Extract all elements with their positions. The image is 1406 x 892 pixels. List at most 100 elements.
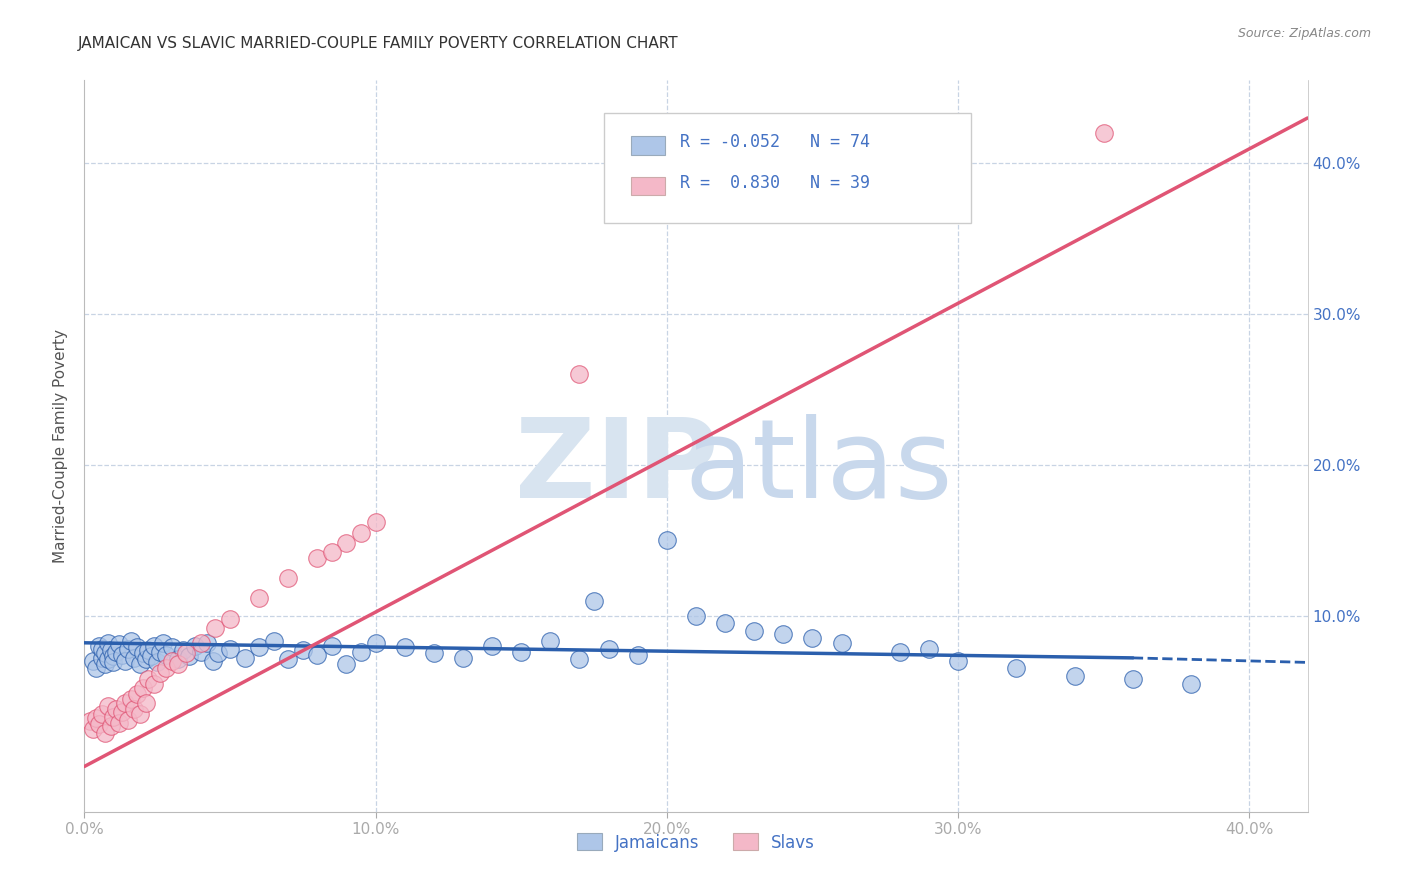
Point — [155, 661, 177, 675]
Point — [138, 672, 160, 686]
Point — [155, 648, 177, 662]
Point — [321, 545, 343, 559]
Point — [946, 654, 969, 668]
Point — [195, 636, 218, 650]
Point — [742, 624, 765, 638]
Point — [90, 641, 112, 656]
Bar — [631, 177, 665, 195]
Point — [204, 621, 226, 635]
Point — [108, 715, 131, 730]
Legend: Jamaicans, Slavs: Jamaicans, Slavs — [569, 827, 823, 858]
Point — [831, 636, 853, 650]
Point — [111, 705, 134, 719]
Point — [122, 651, 145, 665]
Point — [103, 656, 125, 670]
Point — [128, 706, 150, 721]
Point — [105, 645, 128, 659]
Point — [114, 654, 136, 668]
Point — [335, 536, 357, 550]
Point — [1005, 661, 1028, 675]
Point — [233, 651, 256, 665]
Point — [100, 719, 122, 733]
Point — [131, 646, 153, 660]
Point — [174, 646, 197, 660]
Point — [568, 368, 591, 382]
Point — [84, 661, 107, 675]
Point — [90, 651, 112, 665]
Point — [100, 643, 122, 657]
Point — [184, 639, 207, 653]
FancyBboxPatch shape — [605, 113, 972, 223]
Point — [120, 691, 142, 706]
Point — [105, 702, 128, 716]
Point — [172, 643, 194, 657]
Point — [1122, 672, 1144, 686]
Point — [160, 640, 183, 655]
Point — [247, 640, 270, 655]
Point — [135, 696, 157, 710]
Point — [219, 641, 242, 656]
Point — [138, 643, 160, 657]
Point — [364, 515, 387, 529]
Point — [510, 645, 533, 659]
Point — [335, 657, 357, 671]
Text: R =  0.830   N = 39: R = 0.830 N = 39 — [681, 174, 870, 192]
Point — [179, 649, 201, 664]
Point — [481, 639, 503, 653]
Point — [394, 640, 416, 655]
Point — [1180, 676, 1202, 690]
Point — [93, 657, 115, 671]
Point — [128, 657, 150, 671]
Text: atlas: atlas — [685, 415, 952, 522]
Point — [114, 696, 136, 710]
Point — [291, 643, 314, 657]
Text: Source: ZipAtlas.com: Source: ZipAtlas.com — [1237, 27, 1371, 40]
Point — [120, 634, 142, 648]
Point — [125, 640, 148, 655]
Point — [277, 652, 299, 666]
Point — [451, 651, 474, 665]
Point — [655, 533, 678, 548]
Point — [598, 641, 620, 656]
Point — [135, 652, 157, 666]
Point — [111, 648, 134, 662]
Point — [772, 626, 794, 640]
Point — [141, 649, 163, 664]
Point — [166, 652, 188, 666]
Text: JAMAICAN VS SLAVIC MARRIED-COUPLE FAMILY POVERTY CORRELATION CHART: JAMAICAN VS SLAVIC MARRIED-COUPLE FAMILY… — [77, 36, 678, 51]
Point — [82, 722, 104, 736]
Text: ZIP: ZIP — [515, 415, 718, 522]
Point — [627, 648, 650, 662]
Point — [321, 639, 343, 653]
Point — [152, 636, 174, 650]
Point — [714, 616, 737, 631]
Point — [190, 636, 212, 650]
Point — [685, 608, 707, 623]
Point — [1092, 126, 1115, 140]
Point — [190, 645, 212, 659]
Bar — [631, 136, 665, 154]
Point — [97, 636, 120, 650]
Point — [122, 702, 145, 716]
Point — [117, 713, 139, 727]
Point — [108, 637, 131, 651]
Point — [801, 632, 824, 646]
Point — [149, 665, 172, 680]
Point — [146, 656, 169, 670]
Point — [1063, 669, 1085, 683]
Point — [350, 525, 373, 540]
Point — [583, 593, 606, 607]
Point — [207, 646, 229, 660]
Point — [103, 709, 125, 723]
Point — [263, 634, 285, 648]
Point — [84, 711, 107, 725]
Point — [87, 717, 110, 731]
Text: R = -0.052   N = 74: R = -0.052 N = 74 — [681, 134, 870, 152]
Point — [160, 654, 183, 668]
Point — [143, 639, 166, 653]
Point — [201, 654, 224, 668]
Point — [79, 714, 101, 729]
Point — [889, 645, 911, 659]
Point — [350, 645, 373, 659]
Point — [166, 657, 188, 671]
